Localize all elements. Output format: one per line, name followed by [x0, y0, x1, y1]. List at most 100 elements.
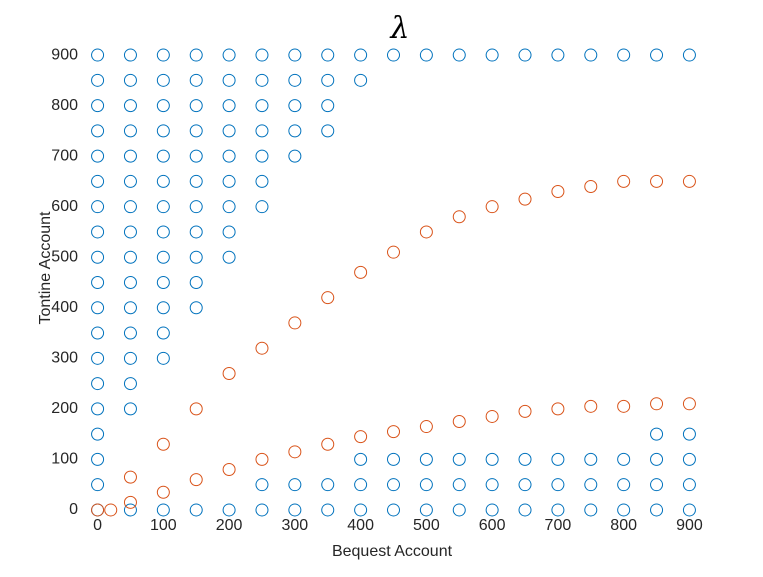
data-point	[321, 437, 335, 451]
data-point	[123, 377, 137, 391]
x-axis-label: Bequest Account	[332, 543, 453, 560]
x-tick-label: 700	[545, 517, 572, 534]
x-tick-label: 200	[216, 517, 243, 534]
data-point	[255, 341, 269, 355]
data-point	[584, 478, 598, 492]
data-point	[650, 503, 664, 517]
data-point	[123, 276, 137, 289]
data-point	[255, 73, 269, 87]
data-point	[321, 73, 335, 87]
data-point	[354, 265, 368, 279]
data-point	[156, 48, 170, 62]
data-point	[584, 452, 598, 466]
data-point	[123, 250, 137, 264]
data-point	[288, 149, 302, 163]
data-point	[222, 250, 236, 264]
data-point	[255, 99, 269, 113]
data-point	[123, 301, 137, 315]
data-point	[551, 452, 565, 466]
data-point	[419, 420, 433, 434]
data-point	[123, 149, 137, 163]
data-point	[189, 301, 203, 315]
data-point	[650, 174, 664, 188]
data-point	[617, 503, 631, 517]
data-point	[584, 179, 598, 193]
data-point	[222, 48, 236, 62]
data-point	[617, 174, 631, 188]
data-point	[156, 250, 170, 264]
data-point	[485, 409, 499, 423]
data-point	[682, 452, 696, 466]
data-point	[321, 478, 335, 492]
data-point	[682, 427, 696, 441]
data-point	[156, 485, 170, 499]
data-point	[123, 402, 137, 416]
data-point	[682, 397, 696, 411]
y-tick-label: 100	[51, 451, 78, 468]
data-point	[156, 149, 170, 163]
data-point	[189, 276, 203, 289]
data-point	[156, 351, 170, 365]
data-point	[91, 99, 105, 113]
data-point	[189, 99, 203, 113]
y-tick-label: 700	[51, 147, 78, 164]
data-point	[452, 503, 466, 517]
data-point	[156, 200, 170, 214]
data-point	[91, 149, 105, 163]
data-point	[222, 174, 236, 188]
data-point	[584, 48, 598, 62]
data-point	[682, 478, 696, 492]
data-point	[156, 437, 170, 451]
data-point	[288, 503, 302, 517]
data-point	[288, 99, 302, 113]
data-point	[91, 452, 105, 466]
data-point	[255, 174, 269, 188]
x-tick-label: 900	[676, 517, 703, 534]
data-point	[485, 200, 499, 214]
data-point	[584, 399, 598, 413]
data-point	[255, 452, 269, 466]
data-point	[419, 48, 433, 62]
x-tick-label: 0	[93, 517, 102, 534]
data-point	[91, 225, 105, 239]
data-point	[518, 478, 532, 492]
data-point	[584, 503, 598, 517]
data-point	[123, 351, 137, 365]
data-point	[354, 452, 368, 466]
data-point	[123, 225, 137, 239]
data-point	[452, 414, 466, 428]
data-point	[189, 225, 203, 239]
data-point	[321, 99, 335, 113]
data-point	[617, 399, 631, 413]
data-point	[354, 48, 368, 62]
data-point	[91, 301, 105, 315]
y-tick-label: 300	[51, 350, 78, 367]
data-point	[682, 174, 696, 188]
data-point	[189, 402, 203, 416]
data-point	[419, 503, 433, 517]
data-point	[123, 124, 137, 138]
data-point	[222, 503, 236, 517]
data-point	[91, 402, 105, 416]
data-point	[650, 427, 664, 441]
data-point	[485, 48, 499, 62]
data-point	[91, 73, 105, 87]
data-point	[91, 326, 105, 340]
data-point	[452, 48, 466, 62]
data-point	[91, 377, 105, 391]
x-tick-label: 600	[479, 517, 506, 534]
data-point	[518, 404, 532, 418]
data-point	[123, 326, 137, 340]
data-point	[189, 473, 203, 487]
data-point	[189, 503, 203, 517]
data-point	[485, 503, 499, 517]
data-point	[156, 174, 170, 188]
data-point	[91, 478, 105, 492]
data-point	[123, 73, 137, 87]
data-point	[91, 351, 105, 365]
data-point	[156, 73, 170, 87]
data-point	[255, 149, 269, 163]
data-point	[617, 452, 631, 466]
data-point	[354, 73, 368, 87]
